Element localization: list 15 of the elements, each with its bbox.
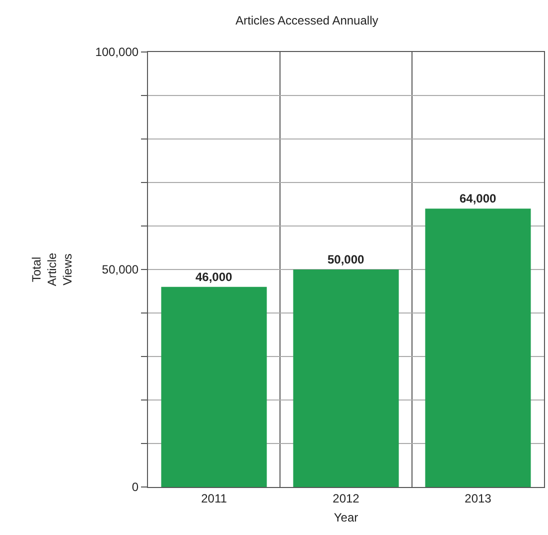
x-tick-label: 2011	[201, 491, 228, 506]
y-tick-label: 0	[132, 480, 139, 494]
y-tick-label: 50,000	[102, 262, 139, 277]
x-tick-label: 2012	[332, 491, 360, 506]
x-tick-label: 2013	[464, 491, 492, 506]
y-tick-label: 100,000	[95, 45, 139, 60]
data-label: 46,000	[195, 270, 233, 284]
data-label: 50,000	[327, 252, 365, 266]
bar	[161, 286, 267, 487]
chart-title: Articles Accessed Annually	[236, 13, 378, 28]
y-axis-title: Total Article Views	[29, 252, 75, 286]
x-axis-title: Year	[334, 510, 358, 524]
bar	[425, 208, 531, 487]
bar	[293, 270, 399, 487]
data-label: 64,000	[459, 192, 497, 206]
